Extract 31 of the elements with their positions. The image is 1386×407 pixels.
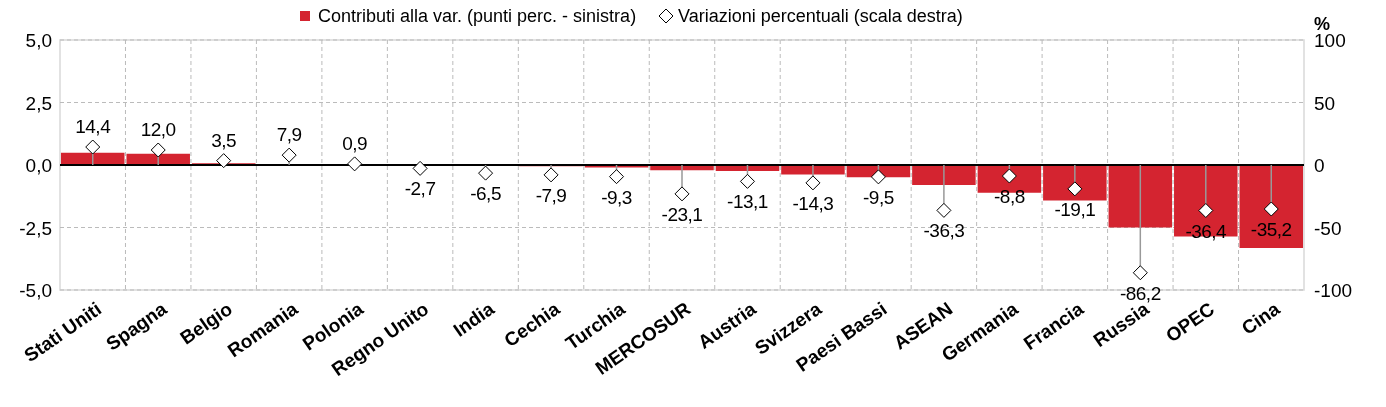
data-label: 7,9 [276,124,302,146]
x-tick-label: India [449,297,499,341]
data-label: -36,4 [1185,220,1228,242]
data-label: -13,1 [727,191,768,213]
legend-label: Variazioni percentuali (scala destra) [678,6,963,26]
y2-tick-label: 50 [1314,92,1336,114]
x-tick-label: Cina [1237,297,1284,339]
data-label: -9,5 [863,186,894,208]
y2-tick-label: -50 [1314,217,1342,239]
data-label: 0,9 [342,132,368,154]
data-label: 14,4 [75,116,112,137]
data-label: -23,1 [661,203,703,225]
y2-tick-label: -100 [1314,280,1353,301]
y-tick-label: 2,5 [25,92,52,114]
legend-label: Contributi alla var. (punti perc. - sinistra) [318,6,637,26]
y-tick-label: 0,0 [25,155,52,176]
data-label: -19,1 [1054,198,1096,220]
y-tick-label: -5,0 [19,280,52,301]
data-label: 12,0 [140,119,176,140]
data-label: -86,2 [1119,282,1161,304]
data-label: -9,3 [601,186,632,208]
data-label: -36,3 [923,220,965,242]
y-tick-label: 5,0 [25,30,52,51]
data-label: 3,5 [211,129,237,151]
y2-tick-label: 0 [1314,155,1325,176]
data-label: -2,7 [404,178,436,200]
data-label: -6,5 [470,183,501,205]
data-label: -14,3 [792,192,834,214]
y-tick-label: -2,5 [19,217,52,239]
data-label: -7,9 [535,184,567,206]
data-label: -35,2 [1250,219,1292,240]
